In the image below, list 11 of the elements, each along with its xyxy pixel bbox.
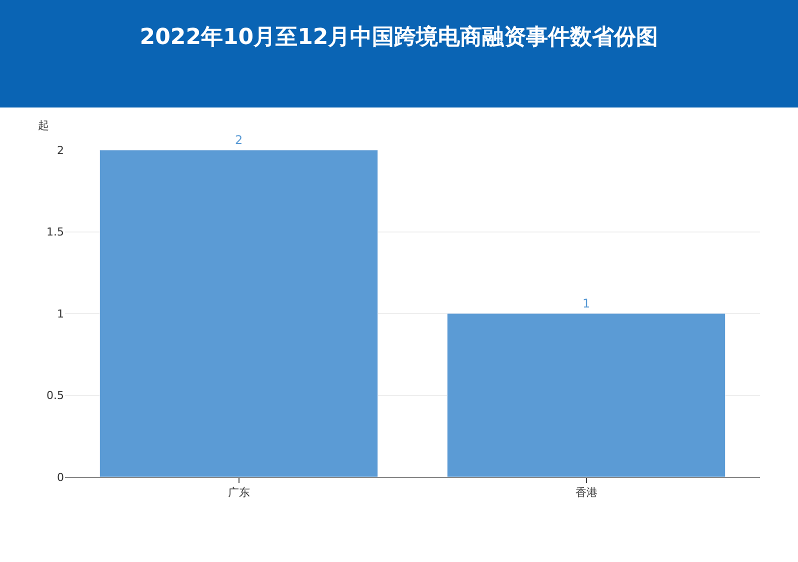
x-tick-label: 广东 [228, 486, 250, 500]
data-label: 2 [234, 133, 243, 147]
y-tick-label: 1 [57, 307, 64, 320]
y-tick-label: 0.5 [46, 389, 64, 402]
y-tick-label: 2 [57, 144, 64, 157]
y-tick-label: 1.5 [46, 226, 64, 239]
y-tick-label: 0 [57, 470, 64, 484]
y-axis-title: 起 [38, 119, 49, 132]
data-label: 1 [582, 296, 590, 310]
chart-title: 2022年10月至12月中国跨境电商融资事件数省份图 [140, 24, 658, 50]
x-tick-label: 香港 [575, 486, 598, 500]
